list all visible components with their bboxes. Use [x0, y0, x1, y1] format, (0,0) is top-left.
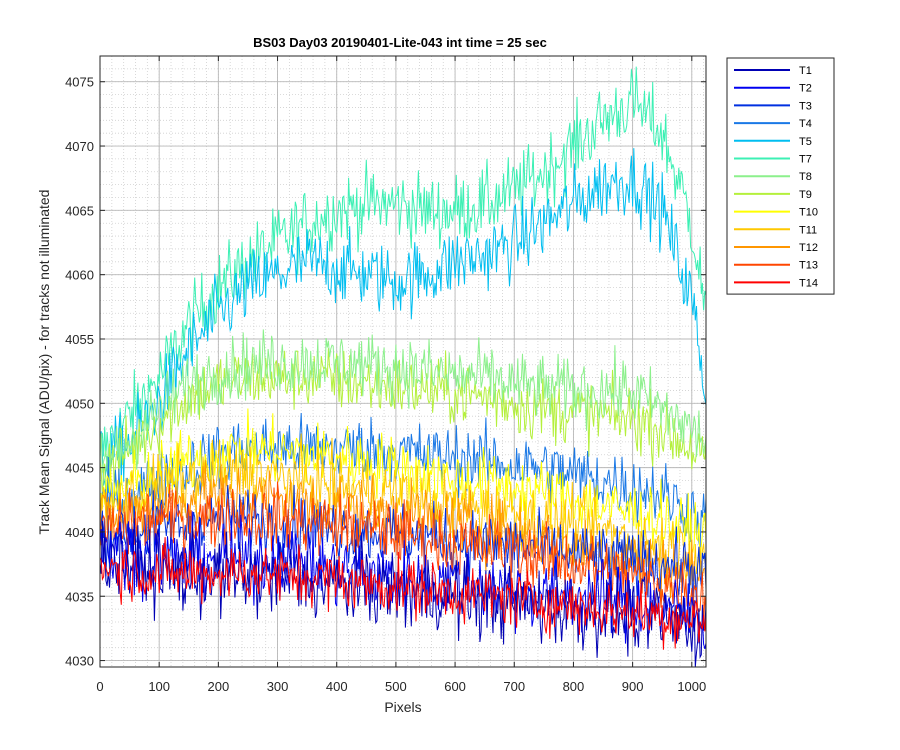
plot-frame — [99, 55, 707, 668]
y-tick-label: 4030 — [65, 654, 94, 669]
y-tick-label: 4040 — [65, 525, 94, 540]
x-tick-label: 500 — [385, 679, 407, 694]
x-tick-label: 100 — [148, 679, 170, 694]
y-tick-label: 4065 — [65, 203, 94, 218]
series-layer — [99, 66, 707, 668]
x-axis: 0 100 200 300 400 500 600 700 800 900 1000 — [96, 56, 706, 694]
legend-label-t1: T1 — [799, 65, 812, 77]
legend-label-t13: T13 — [799, 260, 818, 272]
x-tick-label: 400 — [326, 679, 348, 694]
series-line-t5 — [99, 148, 707, 493]
y-tick-label: 4075 — [65, 75, 94, 90]
legend-label-t12: T12 — [799, 242, 818, 254]
legend-label-t11: T11 — [799, 224, 817, 236]
legend-label-t9: T9 — [799, 189, 812, 201]
legend-label-t3: T3 — [799, 100, 812, 112]
x-tick-label: 1000 — [677, 679, 706, 694]
y-tick-label: 4055 — [65, 332, 94, 347]
x-tick-label: 700 — [503, 679, 525, 694]
series-line-t3 — [99, 484, 707, 607]
x-tick-label: 800 — [563, 679, 585, 694]
series-line-t8 — [99, 329, 707, 477]
y-axis-label: Track Mean Signal (ADU/pix) - for tracks… — [36, 190, 52, 535]
chart-title: BS03 Day03 20190401-Lite-043 int time = … — [253, 35, 547, 50]
y-axis: 4030 4035 4040 4045 4050 4055 4060 4065 4070 4075 — [65, 75, 706, 669]
x-tick-label: 200 — [208, 679, 230, 694]
y-tick-label: 4060 — [65, 268, 94, 283]
legend-label-t10: T10 — [799, 207, 818, 219]
y-tick-label: 4070 — [65, 139, 94, 154]
series-line-t13 — [99, 481, 707, 628]
legend-label-t7: T7 — [799, 154, 812, 166]
legend-label-t4: T4 — [799, 118, 812, 130]
legend-label-t8: T8 — [799, 171, 812, 183]
series-line-t10 — [99, 408, 707, 580]
legend-label-t5: T5 — [799, 136, 812, 148]
series-line-t14 — [99, 537, 707, 650]
x-axis-label: Pixels — [384, 699, 421, 715]
x-tick-label: 300 — [267, 679, 289, 694]
series-line-t11 — [99, 433, 707, 583]
x-tick-label: 900 — [622, 679, 644, 694]
y-tick-label: 4035 — [65, 589, 94, 604]
legend: T1 T2 T3 T4 T5 T7 T8 T9 T10 T11 T12 T13 T14 — [726, 57, 835, 295]
legend-label-t14: T14 — [799, 277, 818, 289]
y-tick-label: 4045 — [65, 461, 94, 476]
series-line-t7 — [99, 66, 707, 463]
series-line-t1 — [99, 518, 707, 668]
x-tick-label: 0 — [96, 679, 103, 694]
y-tick-label: 4050 — [65, 396, 94, 411]
x-tick-label: 600 — [444, 679, 466, 694]
legend-label-t2: T2 — [799, 83, 812, 95]
